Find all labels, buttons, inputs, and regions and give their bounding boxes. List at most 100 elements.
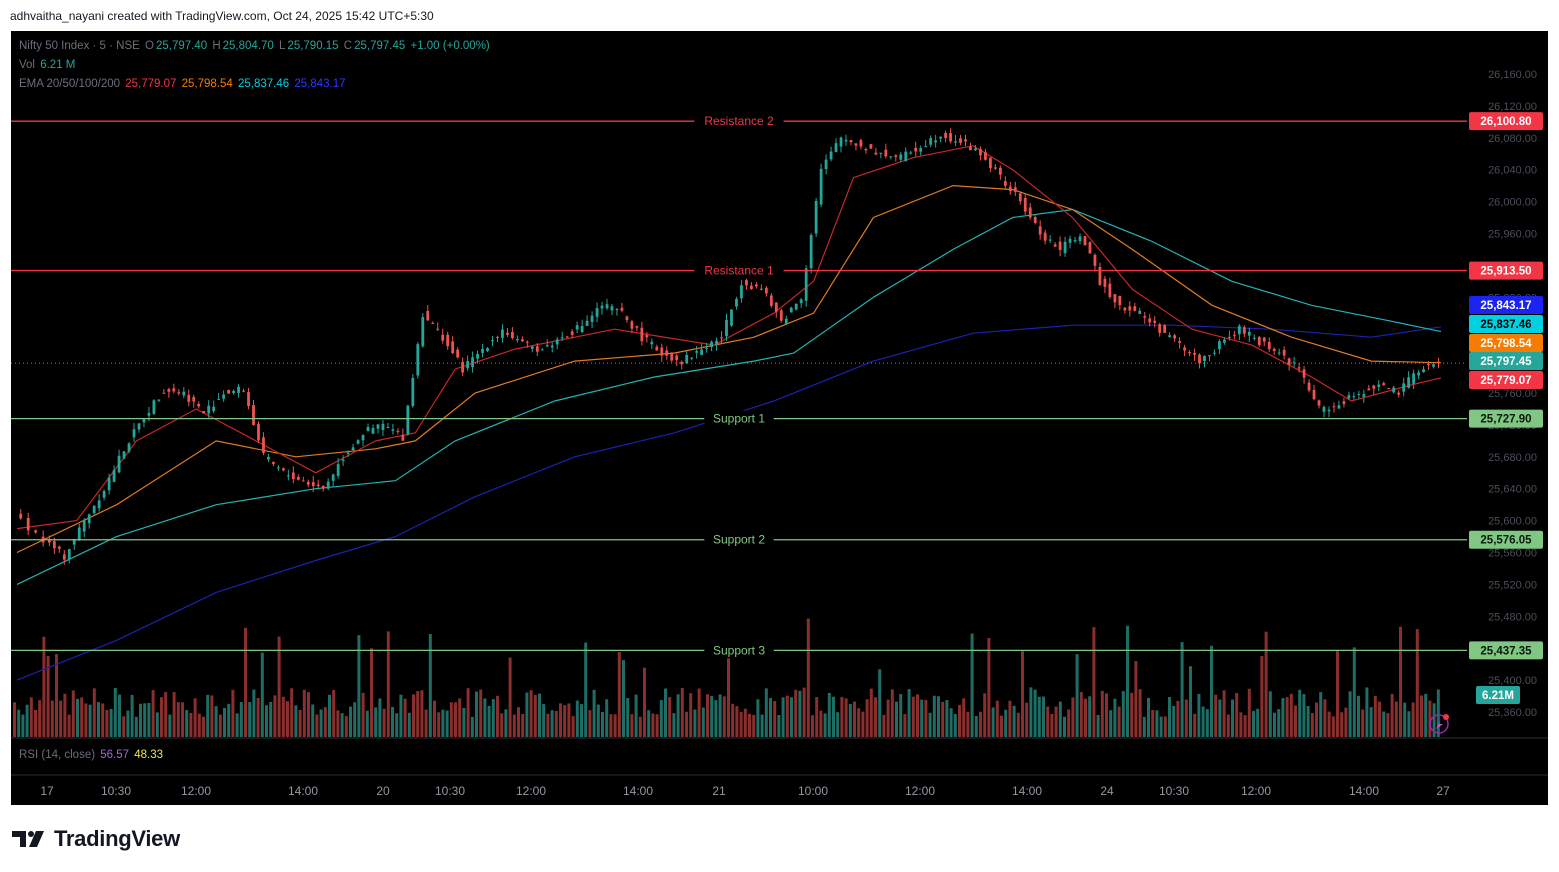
close-label: C (343, 40, 353, 52)
volume-bar (248, 702, 252, 737)
volume-bar (609, 714, 613, 737)
volume-bar (941, 701, 945, 737)
candle-body (252, 405, 255, 425)
volume-bar (475, 691, 478, 737)
candle-body (1223, 339, 1226, 343)
candle-body (1168, 335, 1172, 338)
candle-body (550, 345, 554, 348)
volume-bar (794, 689, 798, 737)
candle-body (1088, 242, 1092, 254)
volume-bar (676, 694, 680, 737)
volume-bar (722, 696, 726, 737)
candle-body (97, 500, 101, 509)
price-badge-label: 25,798.54 (1480, 338, 1532, 350)
volume-bar (525, 692, 529, 737)
level-price-label: 25,576.05 (1480, 535, 1532, 547)
candle-body (227, 389, 231, 394)
y-tick-label: 25,960.00 (1488, 228, 1537, 240)
volume-bar (659, 700, 663, 737)
candle-body (824, 159, 828, 170)
candle-body (396, 430, 400, 432)
volume-bar (983, 693, 987, 737)
x-tick-label: 14:00 (623, 784, 653, 798)
volume-bar (861, 711, 865, 737)
volume-bar (706, 694, 709, 737)
candle-body (1382, 383, 1386, 386)
candle-body (720, 337, 723, 339)
ema-legend: EMA 20/50/100/200 25,779.07 25,798.54 25… (19, 78, 348, 90)
candle-body (809, 235, 813, 269)
candle-body (1043, 232, 1047, 241)
candle-body (909, 152, 913, 154)
volume-value: 6.21 M (40, 59, 76, 71)
candle-body (695, 351, 699, 353)
candle-body (207, 405, 211, 414)
candle-body (321, 485, 325, 489)
volume-bar (1344, 707, 1348, 737)
candle-body (381, 423, 385, 430)
chart-frame[interactable]: 26,160.00 26,120.00 26,080.00 26,040.00 26,0… (11, 31, 1548, 805)
volume-bar (277, 636, 281, 737)
volume-bar (1180, 642, 1184, 737)
volume-bar (718, 694, 722, 737)
volume-bar (1025, 702, 1029, 737)
level-price-badge (1469, 641, 1543, 660)
price-chart[interactable]: 26,160.00 26,120.00 26,080.00 26,040.00 26,0… (11, 31, 1548, 805)
volume-bar (1004, 709, 1008, 737)
candle-body (789, 307, 793, 313)
candle-body (187, 394, 191, 402)
volume-bar (1239, 712, 1243, 737)
volume-bar (202, 716, 205, 737)
level-price-label: 25,913.50 (1480, 266, 1531, 278)
candle-body (421, 317, 425, 347)
level-price-label: 26,100.80 (1480, 116, 1531, 128)
volume-bar (298, 710, 302, 737)
volume-bar (340, 713, 344, 737)
candle-body (515, 338, 519, 341)
volume-bar (1436, 689, 1440, 737)
candle-body (829, 151, 833, 160)
volume-bar (832, 696, 835, 737)
candle-body (1302, 369, 1306, 378)
candle-body (1008, 186, 1012, 192)
candle-body (242, 390, 245, 392)
volume-bar (181, 702, 184, 737)
volume-bar (143, 703, 147, 737)
volume-bar (1268, 691, 1272, 737)
candle-body (316, 484, 320, 487)
candle-body (152, 400, 156, 414)
candle-body (1208, 355, 1211, 357)
volume-bar (970, 633, 974, 737)
x-tick-label: 14:00 (288, 784, 318, 798)
volume-bar (790, 697, 793, 737)
candle-body (889, 156, 893, 158)
candle-body (441, 334, 445, 341)
volume-bar (760, 714, 764, 737)
volume-bar (672, 713, 676, 737)
volume-bar (1310, 712, 1314, 737)
candle-body (1018, 193, 1022, 202)
candle-body (1123, 307, 1127, 311)
candle-body (456, 349, 460, 358)
volume-bar (1033, 689, 1037, 737)
volume-bar (92, 688, 96, 737)
candle-body (934, 140, 938, 143)
candle-body (102, 491, 106, 498)
volume-bar (454, 702, 457, 737)
volume-bar (714, 700, 718, 737)
volume-bar (294, 705, 298, 737)
candle-body (471, 357, 474, 368)
volume-bar (777, 715, 781, 737)
rsi-value-2: 48.33 (134, 749, 164, 761)
y-tick-label: 25,640.00 (1488, 484, 1537, 496)
volume-bar (1373, 696, 1377, 737)
candle-body (944, 132, 947, 139)
volume-bar (571, 716, 575, 737)
volume-bar (1382, 711, 1386, 737)
volume-bar (319, 709, 323, 737)
candle-body (1143, 316, 1147, 318)
volume-bar (1050, 713, 1054, 737)
volume-bar (928, 712, 932, 737)
candle-body (291, 472, 295, 480)
volume-bar (185, 710, 189, 737)
